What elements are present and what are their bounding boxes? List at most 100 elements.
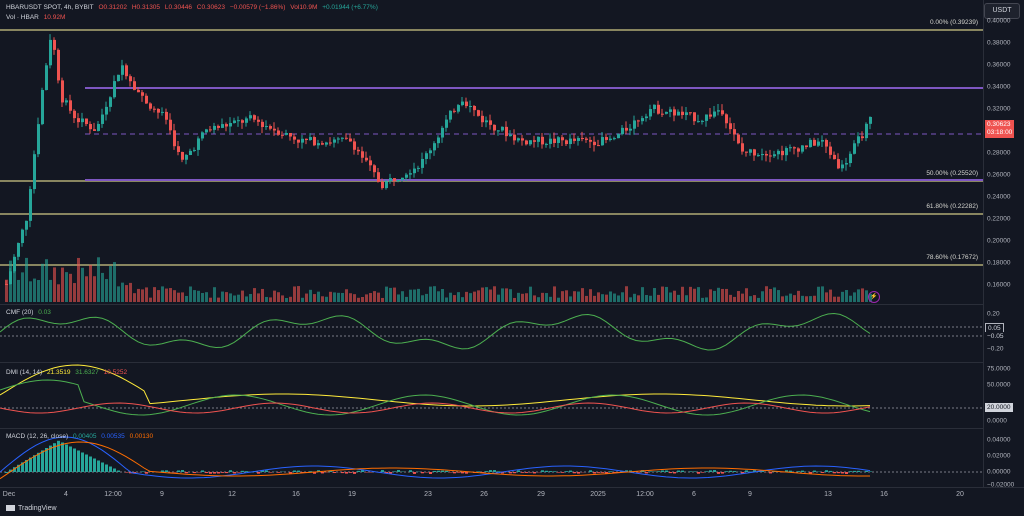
candle-body	[45, 65, 48, 90]
volume-bar	[749, 296, 752, 302]
macd-hist-bar	[297, 470, 300, 472]
fib-label-0: 0.00% (0.39239)	[929, 19, 978, 26]
volume-bar	[533, 295, 536, 302]
ohlc-legend: HBARUSDT SPOT, 4h, BYBIT O0.31202 H0.313…	[6, 4, 381, 11]
macd-hist-bar	[125, 472, 128, 473]
macd-hist-bar	[853, 470, 856, 472]
lightning-icon[interactable]: ⚡	[868, 291, 880, 303]
volume-bar	[721, 288, 724, 302]
volume-bar	[177, 292, 180, 302]
volume-bar	[133, 293, 136, 302]
volume-bar	[821, 286, 824, 302]
volume-bar	[565, 290, 568, 302]
candle-body	[33, 154, 36, 190]
volume-bar	[385, 286, 388, 302]
candle-body	[289, 132, 292, 137]
macd-hist-bar	[361, 470, 364, 472]
candle-body	[681, 111, 684, 116]
volume-bar	[393, 287, 396, 302]
candle-body	[573, 138, 576, 141]
dmi-label[interactable]: DMI (14, 14)	[6, 369, 43, 376]
macd-hist-bar	[17, 464, 20, 472]
macd-hist-bar	[553, 471, 556, 472]
volume-bar	[553, 286, 556, 302]
candle-body	[85, 118, 88, 125]
macd-hist-bar	[705, 471, 708, 472]
volume-bar	[285, 297, 288, 302]
volume-bar	[9, 260, 12, 302]
time-tick: 9	[160, 491, 164, 498]
macd-hist-bar	[129, 472, 132, 474]
macd-hist-bar	[385, 472, 388, 474]
volume-bar	[621, 292, 624, 302]
candle-body	[265, 126, 268, 128]
macd-hist-bar	[29, 457, 32, 472]
macd-hist-bar	[529, 472, 532, 473]
macd-hist-bar	[93, 458, 96, 472]
candle-body	[513, 134, 516, 141]
price-chart[interactable]	[0, 0, 983, 487]
volume-bar	[789, 293, 792, 302]
candle-body	[393, 178, 396, 182]
macd-hist-bar	[69, 446, 72, 472]
candle-body	[733, 129, 736, 135]
volume-bar	[65, 272, 68, 302]
macd-hist-bar	[669, 472, 672, 474]
dmi-plus-line	[0, 379, 871, 416]
macd-hist-bar	[265, 470, 268, 472]
volume-bar	[745, 288, 748, 302]
volume-bar	[33, 278, 36, 302]
candle-body	[157, 108, 160, 113]
macd-hist-bar	[257, 472, 260, 474]
volume-label[interactable]: Vol · HBAR	[6, 14, 39, 21]
dmi-adx-value: 21.3519	[46, 369, 71, 376]
macd-label[interactable]: MACD (12, 26, close)	[6, 433, 69, 440]
candle-body	[385, 181, 388, 189]
volume-bar	[413, 289, 416, 302]
volume-bar	[637, 295, 640, 302]
pane-divider-macd[interactable]	[0, 428, 983, 429]
time-tick: 20	[956, 491, 964, 498]
candle-body	[389, 178, 392, 182]
macd-hist-bar	[445, 470, 448, 472]
pane-divider-cmf[interactable]	[0, 304, 983, 305]
volume-bar	[537, 297, 540, 302]
volume-bar	[737, 291, 740, 302]
candle-body	[545, 143, 548, 145]
volume-bar	[485, 287, 488, 302]
macd-tick: 0.00000	[987, 468, 1011, 476]
candle-body	[205, 129, 208, 133]
macd-hist-bar	[613, 472, 616, 473]
candle-body	[805, 145, 808, 148]
macd-hist-bar	[525, 472, 528, 473]
price-tick: 0.24000	[987, 193, 1011, 201]
volume-bar	[521, 293, 524, 302]
tradingview-logo[interactable]: TradingView	[6, 505, 57, 512]
time-tick: 16	[292, 491, 300, 498]
macd-hist-bar	[113, 468, 116, 472]
volume-bar	[613, 293, 616, 302]
candle-body	[585, 138, 588, 140]
macd-hist-bar	[141, 471, 144, 472]
volume-bar	[445, 297, 448, 302]
macd-hist-bar	[497, 471, 500, 472]
macd-hist-bar	[421, 472, 424, 474]
candle-body	[501, 126, 504, 131]
macd-hist-bar	[109, 466, 112, 472]
cmf-label[interactable]: CMF (20)	[6, 309, 34, 316]
macd-hist-bar	[353, 472, 356, 474]
pane-divider-dmi[interactable]	[0, 362, 983, 363]
candle-body	[417, 167, 420, 169]
volume-bar	[825, 292, 828, 302]
candle-body	[237, 120, 240, 122]
volume-bar	[673, 290, 676, 302]
volume-bar	[309, 289, 312, 302]
volume-bar	[73, 283, 76, 302]
macd-hist-bar	[221, 472, 224, 473]
candle-body	[813, 139, 816, 146]
candle-body	[253, 115, 256, 120]
volume-bar	[5, 279, 8, 302]
symbol-title[interactable]: HBARUSDT SPOT, 4h, BYBIT	[6, 4, 94, 11]
macd-hist-bar	[561, 472, 564, 473]
currency-button[interactable]: USDT	[984, 3, 1020, 19]
